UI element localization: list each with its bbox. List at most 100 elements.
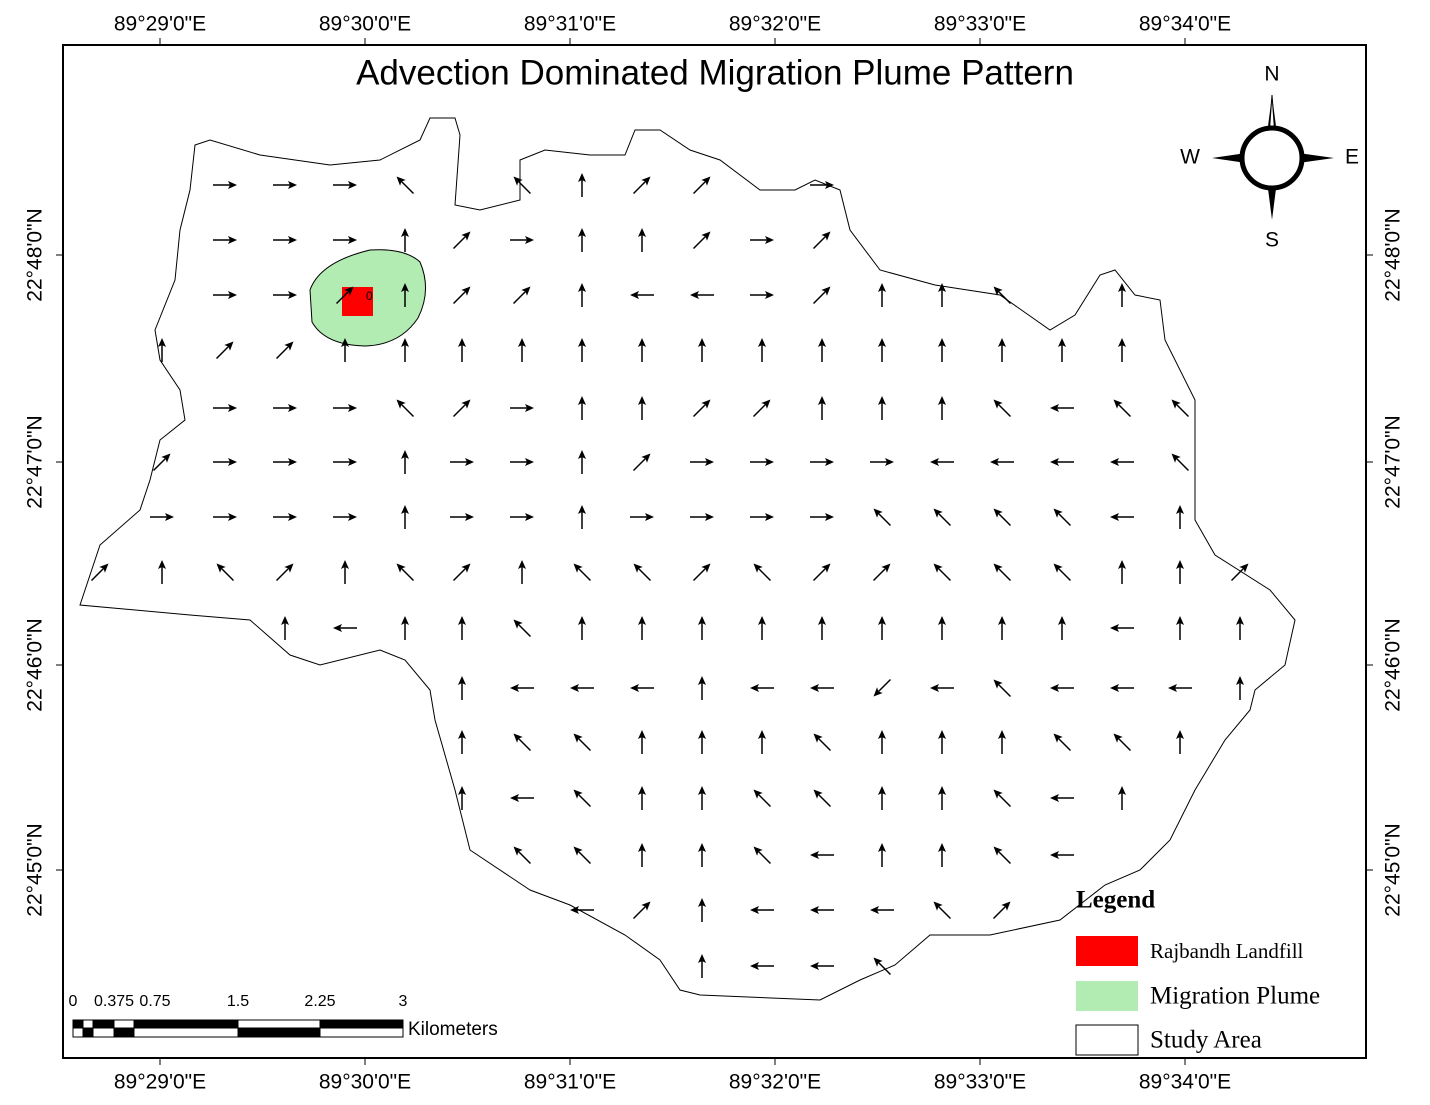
flow-arrow	[750, 291, 774, 299]
flow-arrow	[518, 338, 526, 362]
flow-arrow	[633, 563, 652, 582]
landfill-label: 0	[366, 289, 373, 303]
compass-s: S	[1265, 229, 1279, 252]
arrow-head	[396, 563, 406, 573]
arrow-head	[933, 901, 943, 911]
flow-arrow	[873, 508, 892, 527]
flow-arrow	[450, 458, 474, 466]
arrow-shaft	[692, 180, 707, 195]
lon-label: 89°30'0"E	[319, 1071, 411, 1094]
flow-arrow	[872, 563, 891, 582]
arrow-head	[765, 458, 774, 466]
arrow-shaft	[1057, 512, 1072, 527]
arrow-shaft	[275, 345, 290, 360]
study-area	[79, 117, 1296, 1001]
flow-arrow	[458, 730, 466, 754]
flow-arrow	[513, 846, 532, 865]
lon-label: 89°29'0"E	[114, 1071, 206, 1094]
flow-arrow	[753, 846, 772, 865]
legend-label: Migration Plume	[1150, 983, 1320, 1010]
arrow-head	[401, 338, 409, 347]
arrow-head	[333, 624, 342, 632]
flow-arrow	[510, 458, 534, 466]
arrow-head	[288, 513, 297, 521]
arrow-head	[1176, 505, 1184, 514]
arrow-head	[288, 404, 297, 412]
flow-arrow	[753, 563, 772, 582]
arrow-head	[873, 508, 883, 518]
flow-arrow	[401, 616, 409, 640]
flow-arrow	[878, 338, 886, 362]
arrow-head	[288, 458, 297, 466]
lon-label: 89°33'0"E	[934, 13, 1026, 36]
flow-arrow	[570, 906, 594, 914]
arrow-head	[1053, 563, 1063, 573]
arrow-shaft	[692, 567, 707, 582]
arrow-head	[630, 684, 639, 692]
flow-arrow	[1110, 624, 1134, 632]
flow-arrow	[812, 563, 831, 582]
flow-arrow	[152, 453, 171, 472]
flow-arrow	[758, 616, 766, 640]
flow-arrow	[638, 228, 646, 252]
flow-arrow	[1118, 338, 1126, 362]
flow-arrow	[450, 513, 474, 521]
arrow-head	[818, 616, 826, 625]
flow-arrow	[401, 338, 409, 362]
flow-arrow	[1176, 616, 1184, 640]
flow-arrow	[938, 616, 946, 640]
arrow-shaft	[400, 567, 415, 582]
flow-arrow	[333, 624, 357, 632]
arrow-head	[930, 684, 939, 692]
flow-arrow	[458, 616, 466, 640]
legend-label: Rajbandh Landfill	[1150, 939, 1304, 963]
arrow-head	[348, 236, 357, 244]
flow-arrow	[1171, 399, 1190, 418]
flow-arrow	[993, 508, 1012, 527]
arrow-shaft	[517, 180, 532, 195]
arrow-shaft	[692, 235, 707, 250]
north-arrow	[1212, 94, 1334, 220]
arrow-head	[525, 404, 534, 412]
scale-label: 1.5	[227, 993, 249, 1010]
arrow-head	[698, 676, 706, 685]
flow-arrow	[810, 851, 834, 859]
flow-arrow	[750, 513, 774, 521]
flow-arrow	[510, 513, 534, 521]
flow-arrow	[396, 176, 415, 195]
flow-arrow	[518, 560, 526, 584]
arrow-head	[818, 338, 826, 347]
arrow-shaft	[757, 850, 772, 865]
flow-arrow	[215, 341, 234, 360]
legend-swatch	[1075, 1024, 1139, 1056]
flow-arrow	[638, 786, 646, 810]
flow-arrow	[273, 236, 297, 244]
arrow-head	[401, 228, 409, 237]
lon-label: 89°33'0"E	[934, 1071, 1026, 1094]
arrow-head	[765, 513, 774, 521]
flow-arrow	[512, 286, 531, 305]
flow-arrow	[752, 399, 771, 418]
flow-arrow	[273, 291, 297, 299]
lat-label: 22°47'0"N	[1382, 415, 1405, 508]
arrow-shaft	[577, 567, 592, 582]
flow-arrow	[692, 231, 711, 250]
arrow-shaft	[90, 567, 105, 582]
arrow-head	[881, 563, 891, 573]
arrow-head	[525, 458, 534, 466]
lat-label: 22°45'0"N	[1382, 823, 1405, 916]
arrow-shaft	[452, 235, 467, 250]
arrow-head	[701, 176, 711, 186]
compass-e: E	[1345, 146, 1359, 169]
flow-arrow	[396, 563, 415, 582]
flow-arrow	[1113, 399, 1132, 418]
arrow-head	[638, 730, 646, 739]
arrow-head	[1236, 616, 1244, 625]
arrow-head	[873, 957, 883, 967]
arrow-head	[993, 679, 1003, 689]
arrow-head	[1176, 616, 1184, 625]
flow-arrow	[513, 619, 532, 638]
arrow-head	[1168, 684, 1177, 692]
arrow-head	[633, 563, 643, 573]
flow-arrow	[938, 843, 946, 867]
